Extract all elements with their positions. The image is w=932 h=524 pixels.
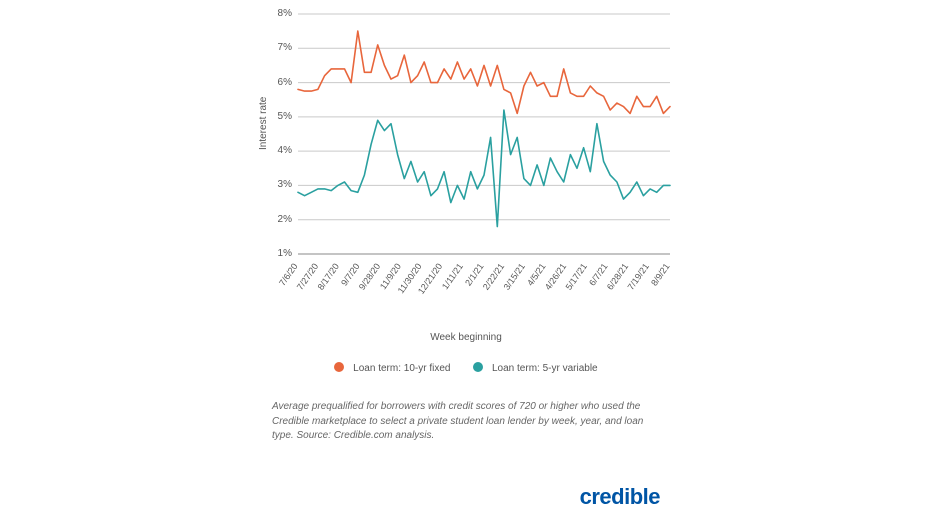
x-axis-label: Week beginning <box>244 332 688 343</box>
svg-text:7/19/21: 7/19/21 <box>626 261 651 291</box>
legend-swatch-icon <box>473 362 483 372</box>
legend-item-10yr: Loan term: 10-yr fixed <box>334 362 450 374</box>
gridlines <box>298 14 670 254</box>
series-line <box>298 110 670 227</box>
svg-text:3/15/21: 3/15/21 <box>502 261 527 291</box>
svg-text:9/28/20: 9/28/20 <box>357 261 382 291</box>
footnote-text: Average prequalified for borrowers with … <box>272 400 660 444</box>
brand-logo: credible <box>580 484 660 510</box>
svg-text:1/11/21: 1/11/21 <box>440 261 465 291</box>
svg-text:5/17/21: 5/17/21 <box>564 261 589 291</box>
legend-label: Loan term: 5-yr variable <box>492 363 598 374</box>
svg-text:8/9/21: 8/9/21 <box>649 261 672 287</box>
y-tick: 6% <box>256 77 292 88</box>
y-tick: 2% <box>256 214 292 225</box>
legend-item-5yr: Loan term: 5-yr variable <box>473 362 597 374</box>
legend-label: Loan term: 10-yr fixed <box>353 363 450 374</box>
legend: Loan term: 10-yr fixed Loan term: 5-yr v… <box>244 362 688 374</box>
chart-area: Interest rate 1% 2% 3% 4% 5% 6% 7% 8% 7/6/207/2… <box>244 0 688 330</box>
x-tick-labels: 7/6/207/27/208/17/209/7/209/28/2011/9/20… <box>277 261 672 295</box>
y-tick: 1% <box>256 248 292 259</box>
y-tick: 5% <box>256 111 292 122</box>
series-lines <box>298 31 670 227</box>
y-tick: 8% <box>256 8 292 19</box>
series-line <box>298 31 670 113</box>
y-tick: 4% <box>256 145 292 156</box>
y-axis-label: Interest rate <box>258 97 269 150</box>
legend-swatch-icon <box>334 362 344 372</box>
chart-svg: 7/6/207/27/208/17/209/7/209/28/2011/9/20… <box>244 0 688 330</box>
chart-card: Interest rate 1% 2% 3% 4% 5% 6% 7% 8% 7/6/207/2… <box>244 0 688 524</box>
svg-text:8/17/20: 8/17/20 <box>316 261 341 291</box>
y-tick: 7% <box>256 42 292 53</box>
y-tick: 3% <box>256 179 292 190</box>
